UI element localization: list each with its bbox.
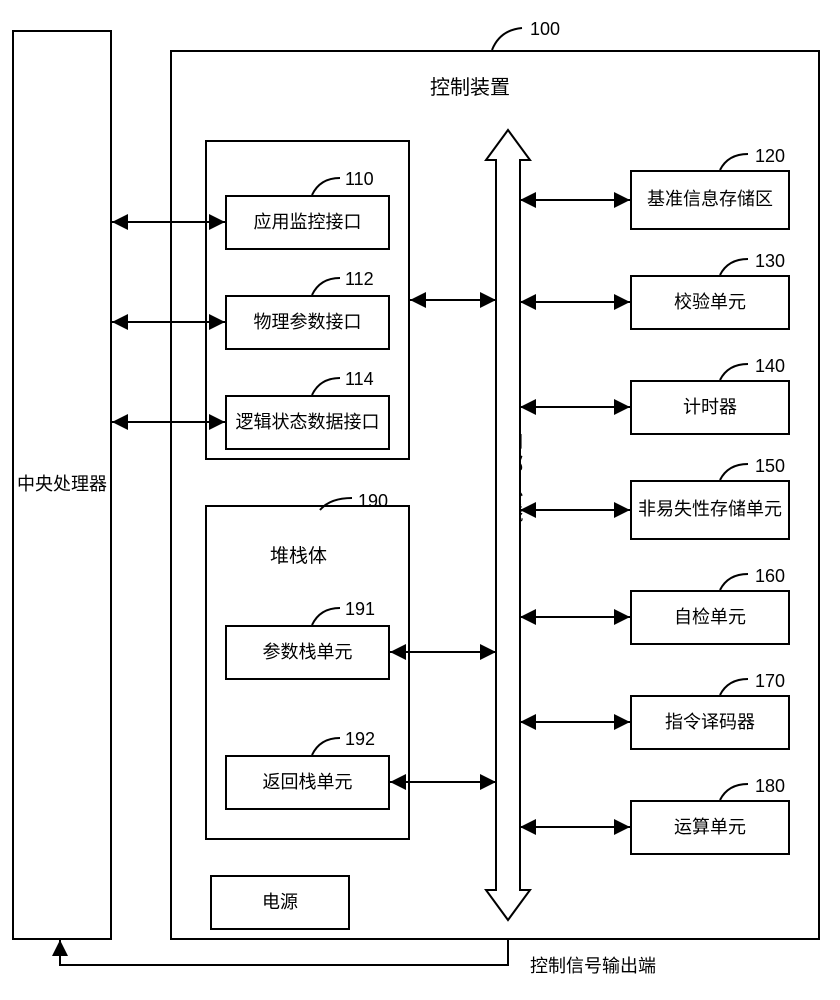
ref-info-storage-label: 基准信息存储区 bbox=[647, 188, 773, 211]
power-block: 电源 bbox=[210, 875, 350, 930]
selfcheck-unit-label: 自检单元 bbox=[674, 606, 746, 629]
tag-114: 114 bbox=[345, 368, 374, 391]
cpu-block: 中央处理器 bbox=[12, 30, 112, 940]
decoder-unit: 指令译码器 bbox=[630, 695, 790, 750]
tag-130: 130 bbox=[755, 250, 785, 273]
tag-170: 170 bbox=[755, 670, 785, 693]
tag-140: 140 bbox=[755, 355, 785, 378]
nonvolatile-storage-label: 非易失性存储单元 bbox=[638, 498, 782, 521]
tag-160: 160 bbox=[755, 565, 785, 588]
tag-110: 110 bbox=[345, 168, 374, 191]
tag-190: 190 bbox=[358, 490, 388, 513]
app-monitor-interface: 应用监控接口 bbox=[225, 195, 390, 250]
ref-info-storage: 基准信息存储区 bbox=[630, 170, 790, 230]
verify-unit-label: 校验单元 bbox=[674, 291, 746, 314]
logic-state-interface-label: 逻辑状态数据接口 bbox=[236, 411, 380, 434]
control-device-tag: 100 bbox=[530, 18, 560, 41]
selfcheck-unit: 自检单元 bbox=[630, 590, 790, 645]
timer-unit-label: 计时器 bbox=[683, 396, 737, 419]
physical-param-interface-label: 物理参数接口 bbox=[254, 311, 362, 334]
tag-150: 150 bbox=[755, 455, 785, 478]
decoder-unit-label: 指令译码器 bbox=[665, 711, 755, 734]
arithmetic-unit-label: 运算单元 bbox=[674, 816, 746, 839]
param-stack-unit-label: 参数栈单元 bbox=[263, 641, 353, 664]
tag-192: 192 bbox=[345, 728, 375, 751]
bus-label: 内部总线 bbox=[497, 430, 526, 526]
verify-unit: 校验单元 bbox=[630, 275, 790, 330]
output-signal-label: 控制信号输出端 bbox=[530, 955, 656, 978]
power-label: 电源 bbox=[262, 891, 298, 914]
tag-191: 191 bbox=[345, 598, 375, 621]
cpu-label: 中央处理器 bbox=[17, 473, 107, 496]
physical-param-interface: 物理参数接口 bbox=[225, 295, 390, 350]
tag-120: 120 bbox=[755, 145, 785, 168]
control-device-title: 控制装置 bbox=[430, 75, 510, 101]
logic-state-interface: 逻辑状态数据接口 bbox=[225, 395, 390, 450]
tag-112: 112 bbox=[345, 268, 374, 291]
timer-unit: 计时器 bbox=[630, 380, 790, 435]
arithmetic-unit: 运算单元 bbox=[630, 800, 790, 855]
nonvolatile-storage: 非易失性存储单元 bbox=[630, 480, 790, 540]
app-monitor-interface-label: 应用监控接口 bbox=[254, 211, 362, 234]
param-stack-unit: 参数栈单元 bbox=[225, 625, 390, 680]
tag-180: 180 bbox=[755, 775, 785, 798]
stack-title: 堆栈体 bbox=[270, 545, 327, 570]
return-stack-unit: 返回栈单元 bbox=[225, 755, 390, 810]
return-stack-unit-label: 返回栈单元 bbox=[263, 771, 353, 794]
